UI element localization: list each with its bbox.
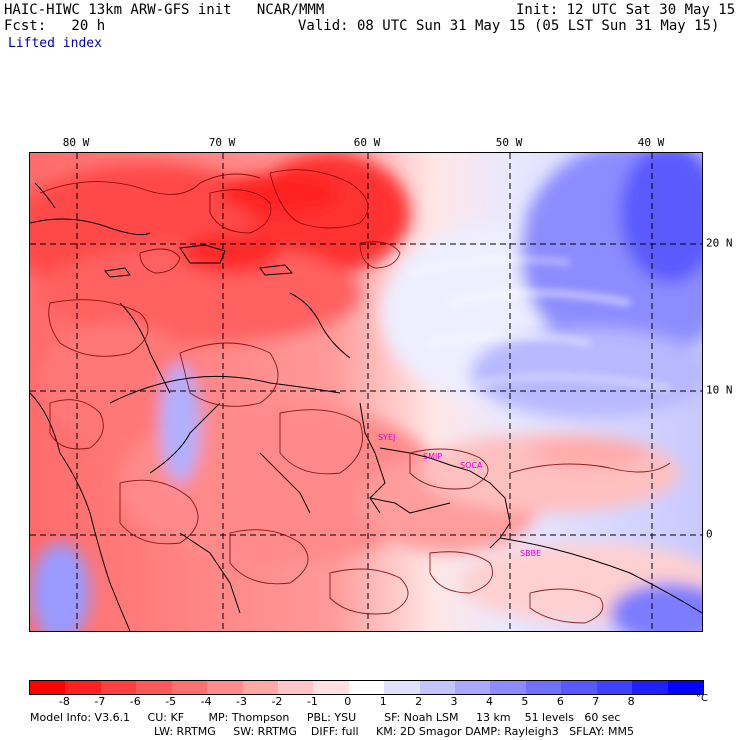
field-name: Lifted index [8, 36, 102, 51]
colorbar-swatch [561, 681, 597, 694]
station-label-smjp: SMJP [423, 452, 442, 461]
colorbar-tick-label: -3 [236, 695, 247, 708]
lon-label-50w: 50 W [495, 136, 523, 149]
colorbar-tick-label: -2 [271, 695, 283, 708]
colorbar-swatch [632, 681, 668, 694]
init-time: Init: 12 UTC Sat 30 May 15 [516, 2, 736, 18]
colorbar-swatch [277, 681, 314, 694]
colorbar-swatch [596, 681, 633, 694]
lon-label-70w: 70 W [208, 136, 236, 149]
model-info-line-2: LW: RRTMG SW: RRTMG DIFF: full KM: 2D Sm… [154, 725, 634, 738]
colorbar-swatch [525, 681, 562, 694]
colorbar-tick-label: -7 [94, 695, 106, 708]
colorbar-swatch [65, 681, 101, 694]
colorbar-swatch [384, 681, 420, 694]
colorbar-tick-label: -5 [165, 695, 177, 708]
colorbar-tick-label: 4 [485, 695, 493, 708]
model-info-line-1: Model Info: V3.6.1 CU: KF MP: Thompson P… [30, 711, 621, 724]
lifted-index-map: SYEJ SMJP SOCA SBBE [29, 152, 703, 632]
forecast-hour: Fcst: 20 h [4, 18, 106, 34]
lifted-index-field [30, 153, 702, 631]
colorbar-swatch [136, 681, 172, 694]
colorbar-swatch [207, 681, 243, 694]
colorbar-tick-label: -6 [129, 695, 141, 708]
colorbar-tick-label: 5 [521, 695, 529, 708]
colorbar-tick-label: 7 [592, 695, 600, 708]
lat-label-equator: 0 [706, 527, 713, 541]
lat-label-20n: 20 N [706, 236, 733, 250]
colorbar-swatch [419, 681, 456, 694]
lon-label-40w: 40 W [637, 136, 665, 149]
station-label-soca: SOCA [460, 461, 483, 470]
colorbar-swatch [455, 681, 491, 694]
station-markers: SYEJ SMJP SOCA SBBE [378, 433, 541, 558]
lon-label-80w: 80 W [62, 136, 90, 149]
contour-lines [39, 169, 671, 624]
colorbar-swatch [348, 681, 385, 694]
colorbar [29, 680, 704, 695]
colorbar-swatch [490, 681, 526, 694]
colorbar-swatch [313, 681, 349, 694]
coastlines [30, 182, 702, 631]
station-label-sbbe: SBBE [520, 549, 541, 558]
colorbar-swatch [100, 681, 137, 694]
colorbar-tick-label: 2 [415, 695, 423, 708]
colorbar-tick-label: 3 [450, 695, 458, 708]
grid-lines [30, 153, 702, 631]
colorbar-unit: °C [696, 693, 708, 704]
station-label-syej: SYEJ [378, 433, 395, 442]
colorbar-swatch [171, 681, 208, 694]
lat-label-10n: 10 N [706, 383, 733, 397]
colorbar-swatch [242, 681, 278, 694]
colorbar-tick-label: -1 [306, 695, 318, 708]
colorbar-tick-label: 0 [344, 695, 352, 708]
colorbar-tick-label: 8 [627, 695, 635, 708]
colorbar-tick-label: 1 [379, 695, 387, 708]
colorbar-tick-label: 6 [556, 695, 564, 708]
valid-time: Valid: 08 UTC Sun 31 May 15 (05 LST Sun … [298, 18, 720, 34]
colorbar-tick-label: -8 [58, 695, 70, 708]
colorbar-swatch [667, 681, 704, 694]
model-title: HAIC-HIWC 13km ARW-GFS init NCAR/MMM [4, 2, 325, 18]
colorbar-tick-label: -4 [200, 695, 212, 708]
colorbar-swatch [30, 681, 66, 694]
lon-label-60w: 60 W [353, 136, 381, 149]
